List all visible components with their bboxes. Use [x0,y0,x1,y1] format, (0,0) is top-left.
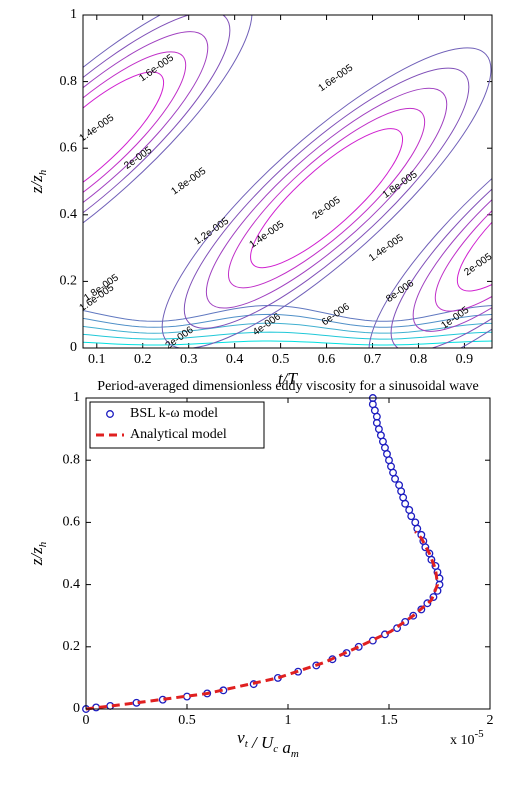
x-tick-label: 0.2 [134,352,152,367]
contour-line [250,128,404,269]
axis-multiplier-sup: -5 [475,728,485,740]
y-tick-label: 0.8 [63,452,81,467]
x-axis-label: t/T [278,369,298,388]
data-point [417,605,426,614]
x-tick-label: 2 [487,713,494,728]
x-tick-label: 0.4 [226,352,244,367]
x-tick-label: 0.8 [410,352,428,367]
contour-line [161,47,492,348]
plot-frame [85,397,491,710]
data-point [393,624,402,633]
x-tick-label: 0.5 [272,352,290,367]
contour-line [83,15,253,293]
x-tick-label: 0.1 [88,352,106,367]
data-point [405,506,414,514]
x-tick-label: 1 [285,713,292,728]
contour-line [434,131,492,312]
x-tick-label: 0 [83,713,90,728]
x-tick-label: 0.9 [456,352,474,367]
y-tick-label: 0.4 [63,577,81,592]
contour-line [205,87,448,309]
contour-label: 1.8e-005 [169,166,208,198]
data-line [85,530,440,711]
contour-line [83,71,165,212]
axis-multiplier-part: x 10 [450,733,475,748]
y-axis-label-sub: h [37,541,49,547]
contour-label: 1.6e-005 [317,62,356,94]
y-tick-label: 0 [73,701,80,716]
contour-line [390,90,492,348]
contour-line [456,151,492,292]
contour-line [83,331,492,340]
data-point [429,593,438,601]
data-point [249,680,258,689]
contour-line [83,51,187,232]
y-axis-label: z/zh [27,541,49,566]
y-tick-label: 0.6 [63,515,81,530]
x-tick-label: 0.3 [180,352,198,367]
x-axis-label-part: ν [237,728,245,747]
data-point [425,549,434,558]
data-point [411,518,420,527]
x-axis-label: νt / Uc am [237,728,299,760]
y-axis-label-sub: h [37,169,49,175]
contour-line [83,322,492,334]
y-axis-label-part: z/z [27,175,46,194]
contour-lines [83,15,492,348]
legend-marker [106,410,114,418]
legend-label: BSL k-ω model [130,406,218,421]
chart-title: Period-averaged dimensionless eddy visco… [97,379,478,394]
y-tick-label: 0.2 [63,639,81,654]
x-tick-label: 0.7 [364,352,382,367]
contour-label: 2e-005 [311,195,343,222]
contour-line [83,340,492,346]
y-tick-label: 1 [73,390,80,405]
x-axis-label-part: / U [248,733,275,752]
data-point [431,561,440,570]
y-tick-label: 0.4 [60,207,78,222]
x-tick-label: 1.5 [380,713,398,728]
y-tick-label: 0 [70,340,77,355]
y-tick-label: 0.2 [60,274,78,289]
data-point [409,611,418,620]
contour-label: 1.6e-005 [137,52,176,84]
contour-line [83,15,231,273]
x-axis-label-sub: t [245,738,249,750]
legend-label: Analytical model [130,427,227,442]
contour-line [227,107,426,289]
contour-line [83,304,492,322]
y-tick-label: 0.8 [60,74,78,89]
axis-multiplier: x 10-5 [450,728,484,749]
x-axis-label-sub: c [273,743,278,755]
x-tick-label: 0.5 [178,713,196,728]
contour-line [83,31,209,252]
data-point [381,630,389,639]
x-tick-label: 0.6 [318,352,336,367]
y-tick-label: 1 [70,7,77,22]
contour-label: 1e-005 [439,304,471,331]
contour-line [183,67,470,329]
y-axis-label: z/zh [27,169,49,194]
y-axis-label-part: z/z [27,547,46,566]
data-point [423,599,432,608]
x-axis-label-part: a [278,738,291,757]
contour-label: 2e-005 [122,145,154,172]
data-point [395,481,404,490]
contour-label: 1.2e-005 [192,215,231,247]
y-tick-label: 0.6 [60,140,78,155]
plot-frame [82,14,493,349]
contour-line [412,111,492,332]
legend-box [89,401,265,449]
contour-line [83,313,492,328]
x-axis-label-sub: m [291,748,299,760]
